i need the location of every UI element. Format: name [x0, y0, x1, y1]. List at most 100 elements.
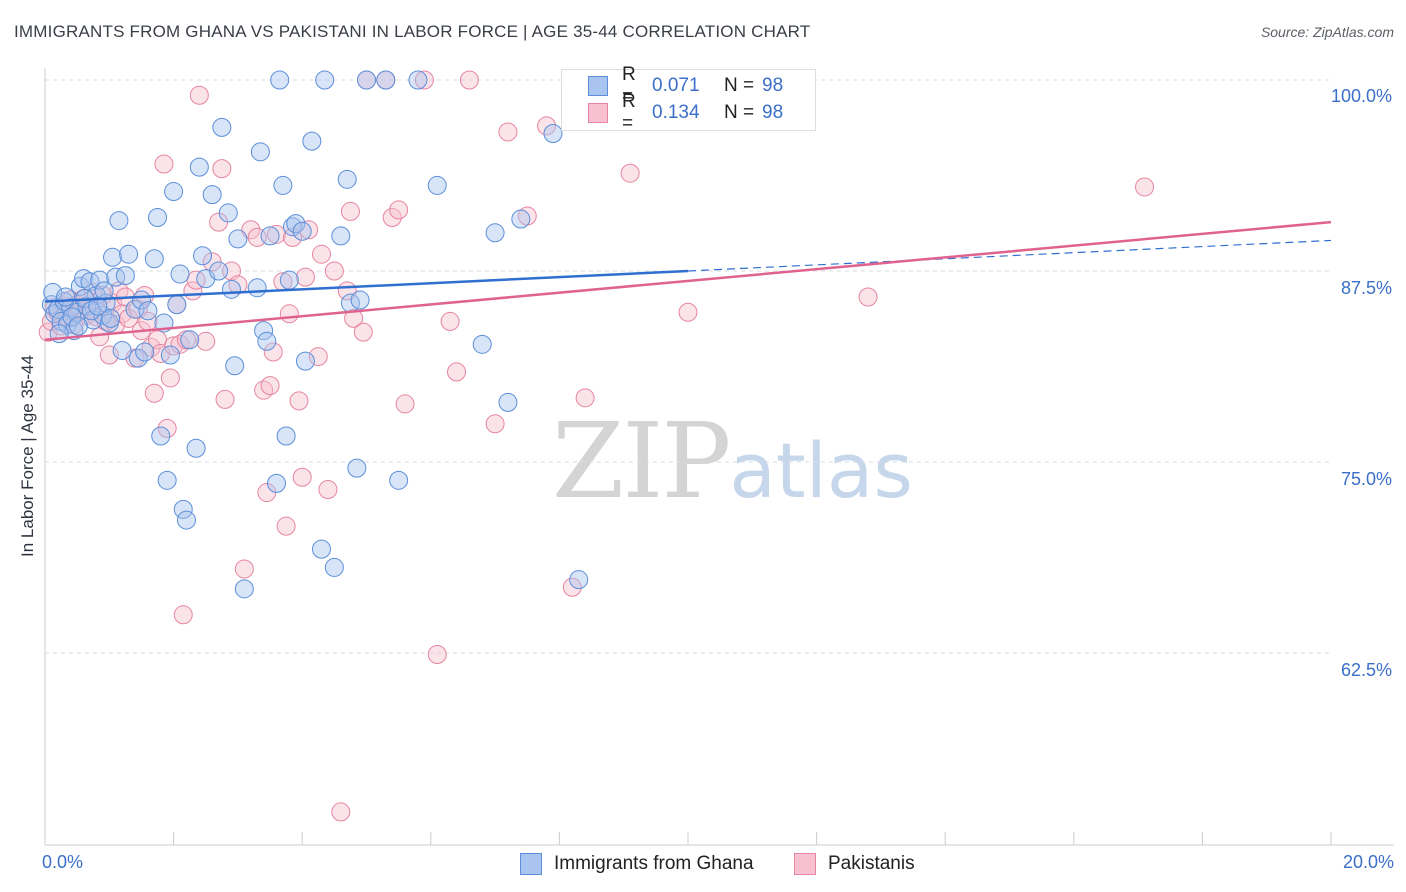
ghana-point — [315, 70, 335, 90]
ghana-point — [151, 426, 171, 446]
pakistani-point — [382, 208, 402, 228]
ghana-point — [543, 123, 563, 143]
pakistani-point — [154, 154, 174, 174]
pakistani-point — [308, 347, 328, 367]
pakistani-point — [459, 70, 479, 90]
n-value: 98 — [762, 75, 784, 96]
r-value: 0.134 — [652, 102, 700, 123]
legend-item-ghana[interactable]: Immigrants from Ghana — [520, 851, 754, 877]
ghana-point — [68, 316, 88, 336]
ghana-point — [254, 321, 274, 341]
ghana-point — [337, 169, 357, 189]
ghana-point — [170, 264, 190, 284]
watermark-atlas: atlas — [729, 426, 913, 515]
pakistani-swatch — [588, 103, 608, 123]
pakistani-point — [266, 224, 286, 244]
pakistani-point — [318, 480, 338, 500]
pakistani-point — [173, 605, 193, 625]
ghana-point — [112, 340, 132, 360]
ghana-swatch — [588, 76, 608, 96]
x-tick-label: 20.0% — [1342, 852, 1394, 872]
pakistani-point — [395, 394, 415, 414]
r-label: R = — [622, 91, 636, 134]
ghana-point — [270, 70, 290, 90]
ghana-point — [173, 499, 193, 519]
pakistani-point — [212, 159, 232, 179]
pakistani-point — [276, 516, 296, 536]
pakistani-point — [144, 383, 164, 403]
pakistani-point — [189, 85, 209, 105]
ghana-point — [250, 142, 270, 162]
legend-label: Immigrants from Ghana — [554, 853, 754, 874]
pakistani-point — [485, 414, 505, 434]
ghana-points — [41, 70, 589, 599]
pakistani-point — [537, 116, 557, 136]
pakistani-point — [292, 467, 312, 487]
ghana-point — [109, 211, 129, 231]
pakistani-point — [620, 163, 640, 183]
pakistani-points — [38, 70, 1155, 822]
ghana-point — [472, 334, 492, 354]
ghana-point — [106, 267, 126, 287]
ghana-trend-line — [44, 269, 689, 303]
ghana-point — [283, 217, 303, 237]
ghana-point — [189, 157, 209, 177]
r-value: 0.071 — [652, 75, 700, 96]
ghana-point — [569, 570, 589, 590]
pakistani-point — [427, 645, 447, 665]
pakistani-point — [157, 418, 177, 438]
ghana-swatch — [520, 853, 542, 875]
ghana-point — [347, 458, 367, 478]
ghana-point — [376, 70, 396, 90]
ghana-point — [234, 579, 254, 599]
pakistani-point — [311, 244, 331, 264]
ghana-trend-extension — [687, 239, 1332, 272]
chart-title: IMMIGRANTS FROM GHANA VS PAKISTANI IN LA… — [14, 22, 811, 41]
legend-row-ghana: R = 0.071 N = 98 — [588, 64, 784, 107]
trend-lines — [44, 220, 1332, 342]
ghana-point — [266, 473, 286, 493]
axes — [44, 68, 1394, 846]
ghana-point — [62, 307, 82, 327]
pakistani-point — [344, 308, 364, 328]
pakistani-point — [99, 345, 119, 365]
n-value: 98 — [762, 102, 784, 123]
pakistani-point — [289, 391, 309, 411]
ghana-point — [286, 214, 306, 234]
pakistani-point — [196, 331, 216, 351]
ghana-point — [292, 221, 312, 241]
pakistani-point — [340, 201, 360, 221]
pakistani-point — [447, 362, 467, 382]
ghana-point — [119, 244, 139, 264]
ghana-point — [115, 266, 135, 286]
ghana-point — [257, 331, 277, 351]
ghana-point — [350, 290, 370, 310]
ghana-point — [90, 270, 110, 290]
ghana-point — [93, 305, 113, 325]
ghana-point — [135, 342, 155, 362]
y-axis-label: In Labor Force | Age 35-44 — [18, 355, 37, 557]
ghana-point — [485, 223, 505, 243]
chart-source: Source: ZipAtlas.com — [1260, 24, 1394, 40]
ghana-point — [279, 270, 299, 290]
pakistani-point — [389, 200, 409, 220]
correlation-legend: R = 0.071 N = 98 R = 0.134 N = 98 — [561, 64, 816, 134]
ghana-point — [311, 539, 331, 559]
legend-item-pakistani[interactable]: Pakistanis — [794, 851, 915, 877]
ghana-point — [331, 226, 351, 246]
ghana-point — [498, 392, 518, 412]
pakistani-point — [263, 342, 283, 362]
ghana-point — [186, 438, 206, 458]
pakistani-point — [575, 388, 595, 408]
ghana-point — [225, 356, 245, 376]
ghana-point — [148, 208, 168, 228]
ghana-point — [157, 470, 177, 490]
pakistani-point — [279, 304, 299, 324]
ghana-point — [302, 131, 322, 151]
ghana-point — [101, 308, 121, 328]
ghana-point — [221, 279, 241, 299]
n-label: N = — [724, 102, 755, 123]
ghana-point — [389, 470, 409, 490]
ghana-point — [160, 345, 180, 365]
